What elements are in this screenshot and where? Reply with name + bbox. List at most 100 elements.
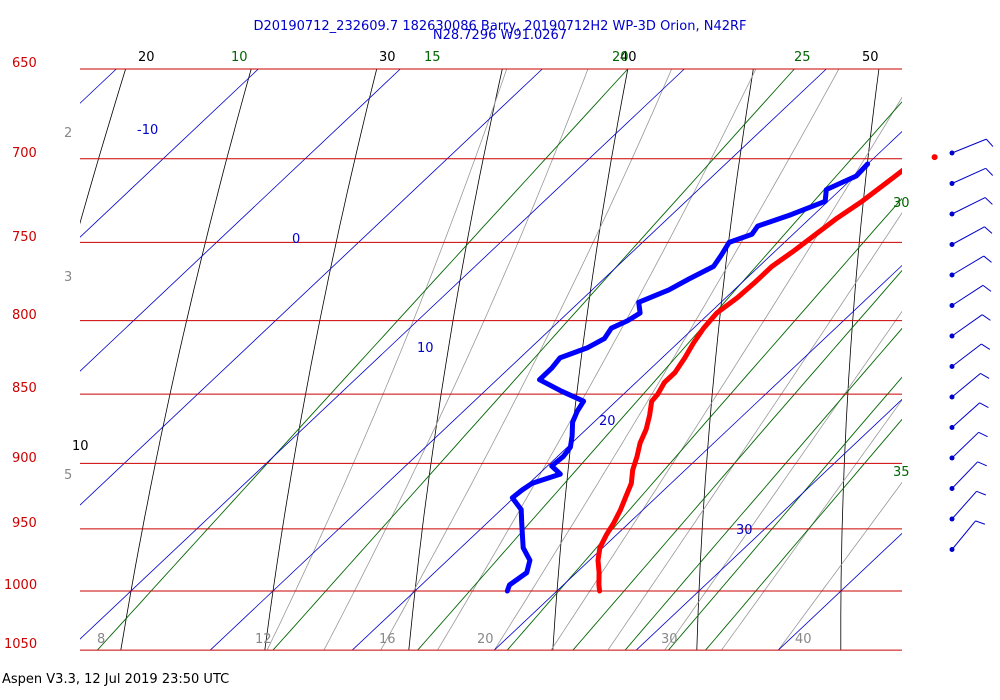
bottom-label-8: 8 <box>97 632 105 647</box>
mixing-label-35: 35 <box>893 465 910 480</box>
axis-labels: 650 700 750 800 850 900 950 1000 1050 -1… <box>4 50 910 652</box>
isotherm-label-30: 30 <box>736 523 753 538</box>
isotherm-line <box>80 68 401 372</box>
footer-text: Aspen V3.3, 12 Jul 2019 23:50 UTC <box>2 672 230 687</box>
side-label-5: 5 <box>64 468 72 483</box>
bottom-label-40: 40 <box>795 632 812 647</box>
dewpoint-profile <box>504 161 871 594</box>
wind-barb-flag <box>985 167 994 176</box>
isotherm-label-0: 0 <box>292 232 300 247</box>
mixing-label-20: 20 <box>612 50 629 65</box>
wind-barb-shaft <box>951 402 980 428</box>
wind-barb-flag <box>981 314 991 321</box>
dry-adiabat-line <box>80 68 126 225</box>
isobars <box>80 68 902 651</box>
temperature-profile <box>595 167 902 594</box>
pressure-label-650: 650 <box>12 56 37 71</box>
isotherm-line <box>494 264 902 651</box>
dry-adiabat-line <box>840 68 880 651</box>
theta-label-20: 20 <box>138 50 155 65</box>
wind-barb-shaft <box>951 373 981 398</box>
wind-barb-flag <box>979 402 989 409</box>
wind-barb-flag <box>977 461 987 467</box>
wind-barb-shaft <box>951 138 987 154</box>
dry-adiabat-line <box>120 68 252 651</box>
bottom-label-16: 16 <box>379 632 396 647</box>
isotherm-label-minus10: -10 <box>137 123 158 138</box>
moist-adiabat-line <box>777 481 902 651</box>
theta-label-50: 50 <box>862 50 879 65</box>
isotherm-line <box>80 68 685 640</box>
mixing-ratio-line <box>272 68 795 651</box>
moist-adiabat-line <box>550 96 902 651</box>
mixing-ratio-line <box>668 376 902 651</box>
wind-barb-flag <box>980 372 990 379</box>
moist-adiabat-line <box>721 399 902 651</box>
wind-barb-shaft <box>951 197 986 215</box>
wind-barb-shaft <box>951 343 982 367</box>
moist-adiabat-line <box>493 68 840 651</box>
isotherm-line <box>352 130 902 651</box>
isotherm-line <box>636 398 902 651</box>
wind-barb-shaft <box>951 226 985 245</box>
chart-title-line-2: N28.7296 W91.0267 <box>432 28 568 43</box>
mixing-label-25: 25 <box>794 50 811 65</box>
chart-title-line-1: D20190712_232609.7 182630086 Barry, 2019… <box>253 19 747 34</box>
bottom-label-30: 30 <box>661 632 678 647</box>
mixing-ratio-line <box>417 101 902 651</box>
pressure-label-700: 700 <box>12 146 37 161</box>
wind-barb-flag <box>976 490 987 496</box>
dry-adiabat-line <box>552 68 629 651</box>
mixing-label-10: 10 <box>231 50 248 65</box>
pressure-label-850: 850 <box>12 381 37 396</box>
wind-barb-flag <box>984 197 993 205</box>
profile-extras <box>931 154 938 161</box>
pressure-label-950: 950 <box>12 516 37 531</box>
wind-barb-shaft <box>951 490 977 520</box>
wind-barb-flag <box>985 138 994 147</box>
pressure-label-1000: 1000 <box>4 578 37 593</box>
moist-adiabat-line <box>380 68 672 651</box>
dry-adiabat-line <box>264 68 378 651</box>
pressure-label-750: 750 <box>12 230 37 245</box>
wind-barb-flag <box>982 284 992 292</box>
wind-barb-flag <box>975 520 986 525</box>
wind-barb-shaft <box>951 167 986 184</box>
wind-barb-flag <box>984 226 993 234</box>
side-label-2: 2 <box>64 126 72 141</box>
temperature-extra-point <box>931 154 938 161</box>
isotherm-line <box>210 68 827 651</box>
wind-barb-flag <box>978 431 988 438</box>
dry-adiabat-line <box>982 69 1000 650</box>
dry-adiabats <box>80 68 1000 651</box>
wind-barb-shaft <box>951 431 979 459</box>
mixing-label-30: 30 <box>893 196 910 211</box>
pressure-label-1050: 1050 <box>4 637 37 652</box>
mixing-ratio-line <box>705 418 902 651</box>
isotherm-line <box>80 68 259 238</box>
pressure-label-800: 800 <box>12 308 37 323</box>
bottom-label-12: 12 <box>255 632 272 647</box>
theta-label-30: 30 <box>379 50 396 65</box>
mixing-label-15: 15 <box>424 50 441 65</box>
wind-barb-flag <box>981 343 991 350</box>
moist-adiabat-line <box>664 310 902 651</box>
wind-barb-shaft <box>951 284 984 306</box>
mixing-ratio-line <box>97 68 629 651</box>
sounding-profiles <box>504 161 902 594</box>
isotherm-line <box>80 68 543 506</box>
wind-barb-shaft <box>951 255 985 276</box>
isotherm-line <box>778 532 902 651</box>
dry-adiabat-line <box>408 68 503 651</box>
pressure-label-900: 900 <box>12 451 37 466</box>
moist-adiabats <box>266 68 902 651</box>
isotherm-label-20: 20 <box>599 414 616 429</box>
side-label-3: 3 <box>64 270 72 285</box>
wind-barb-shaft <box>951 461 978 489</box>
wind-barb-flag <box>983 255 992 263</box>
wind-barb-shaft <box>951 520 976 550</box>
wind-barbs <box>949 138 994 552</box>
bottom-label-20: 20 <box>477 632 494 647</box>
dry-adiabat-line <box>696 68 754 651</box>
